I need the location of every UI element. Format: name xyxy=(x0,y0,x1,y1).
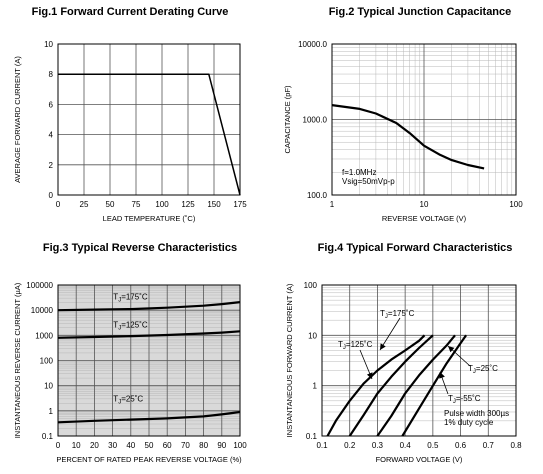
fig2-series-line-0 xyxy=(331,104,485,170)
fig3-x-tick-label: 100 xyxy=(233,441,247,450)
fig3-x-tick-label: 40 xyxy=(126,441,135,450)
fig2-y-tick-label: 10000.0 xyxy=(298,40,327,49)
fig3-series-line-2 xyxy=(57,410,241,424)
fig4-series-label: TJ=25˚C xyxy=(468,364,498,375)
fig2-x-axis-label: REVERSE VOLTAGE (V) xyxy=(382,214,467,223)
fig4-annotation: Pulse width 300µs xyxy=(444,409,509,418)
fig4-x-tick-label: 0.4 xyxy=(400,441,412,450)
fig3-x-axis-label: PERCENT OF RATED PEAK REVERSE VOLTAGE (%… xyxy=(56,455,242,464)
fig3-series-line-0 xyxy=(57,301,241,312)
fig2-grid xyxy=(331,43,517,196)
fig4-x-tick-label: 0.3 xyxy=(372,441,384,450)
fig2-plot-frame xyxy=(331,43,517,196)
fig4-series-arrow xyxy=(439,371,449,395)
fig3-y-tick-label: 100000 xyxy=(26,281,53,290)
fig2-annotation: Vsig=50mVp-p xyxy=(342,177,395,186)
fig1-x-tick-label: 75 xyxy=(132,200,141,209)
fig4-y-axis-label: INSTANTANEOUS FORWARD CURRENT (A) xyxy=(285,283,294,437)
fig3-title: Fig.3 Typical Reverse Characteristics xyxy=(42,242,238,254)
fig4-annotation: 1% duty cycle xyxy=(444,418,494,427)
fig4-x-tick-label: 0.6 xyxy=(455,441,467,450)
fig3-x-tick-label: 10 xyxy=(72,441,81,450)
fig4-series-arrow xyxy=(359,349,373,380)
fig3-x-tick-label: 60 xyxy=(163,441,172,450)
fig2-annotation: f=1.0MHz xyxy=(342,168,376,177)
fig3-y-axis-label: INSTANTANEOUS REVERSE CURRENT (µA) xyxy=(13,282,22,438)
fig4-series-arrow-head xyxy=(448,346,455,353)
fig3-y-tick-label: 1 xyxy=(49,407,54,416)
fig1-x-tick-label: 150 xyxy=(207,200,221,209)
fig4-series-label: TJ=125˚C xyxy=(338,340,373,351)
fig4-x-tick-label: 0.5 xyxy=(427,441,439,450)
fig1-y-tick-label: 8 xyxy=(49,70,54,79)
fig3-x-tick-label: 20 xyxy=(90,441,99,450)
fig4-y-tick-label: 1 xyxy=(313,382,318,391)
fig1-title: Fig.1 Forward Current Derating Curve xyxy=(31,6,229,18)
fig4-series-line-1 xyxy=(348,334,434,437)
fig3-y-tick-label: 1000 xyxy=(35,331,53,340)
fig4-y-tick-label: 10 xyxy=(308,331,317,340)
fig4-y-tick-label: 100 xyxy=(304,281,318,290)
fig4-series-arrow-head xyxy=(439,372,445,379)
fig4-series-line-0 xyxy=(326,334,426,437)
fig4-series-arrow xyxy=(379,317,401,351)
fig4-x-tick-label: 0.7 xyxy=(483,441,495,450)
fig4-series-line-2 xyxy=(376,334,456,437)
fig3-x-tick-label: 50 xyxy=(145,441,154,450)
fig4-series-arrow xyxy=(447,345,471,367)
fig3-plot-frame xyxy=(57,284,241,437)
fig2-y-tick-label: 100.0 xyxy=(307,191,328,200)
fig1-y-axis-label: AVERAGE FORWARD CURRENT (A) xyxy=(13,56,22,183)
fig3-series-label: TJ=125˚C xyxy=(113,321,148,332)
fig4-series-label: TJ=-55˚C xyxy=(448,394,481,405)
fig4-x-tick-label: 0.8 xyxy=(510,441,522,450)
fig3-x-tick-label: 30 xyxy=(108,441,117,450)
fig1-y-tick-label: 10 xyxy=(44,40,53,49)
fig3-y-tick-label: 100 xyxy=(40,357,54,366)
fig3-series-line-1 xyxy=(57,330,241,339)
fig4-x-axis-label: FORWARD VOLTAGE (V) xyxy=(376,455,463,464)
fig1-x-tick-label: 100 xyxy=(155,200,169,209)
fig1-plot-frame xyxy=(57,43,241,196)
fig1-y-tick-label: 2 xyxy=(49,161,54,170)
fig1-y-tick-label: 4 xyxy=(49,131,54,140)
fig4-series-arrow-head xyxy=(380,343,386,350)
fig4-series-arrow-shaft xyxy=(379,317,401,351)
fig3-x-tick-label: 0 xyxy=(56,441,61,450)
fig4-title: Fig.4 Typical Forward Characteristics xyxy=(317,242,513,254)
fig3-y-tick-label: 10000 xyxy=(31,306,54,315)
fig1-x-tick-label: 175 xyxy=(233,200,247,209)
fig2-y-tick-label: 1000.0 xyxy=(303,116,328,125)
fig3-x-tick-label: 90 xyxy=(217,441,226,450)
fig1-y-tick-label: 0 xyxy=(49,191,54,200)
fig2-x-tick-label: 1 xyxy=(330,200,335,209)
fig1-x-tick-label: 125 xyxy=(181,200,195,209)
fig1-grid xyxy=(57,43,241,196)
fig3-x-tick-label: 70 xyxy=(181,441,190,450)
fig4-x-tick-label: 0.2 xyxy=(344,441,356,450)
fig1-x-tick-label: 25 xyxy=(80,200,89,209)
fig2-x-tick-label: 100 xyxy=(509,200,523,209)
fig3-x-tick-label: 80 xyxy=(199,441,208,450)
fig1-x-tick-label: 50 xyxy=(106,200,115,209)
fig3-y-tick-label: 10 xyxy=(44,382,53,391)
fig2-title: Fig.2 Typical Junction Capacitance xyxy=(328,6,512,18)
fig3-y-tick-label: 0.1 xyxy=(42,432,54,441)
fig4-series-arrow-head xyxy=(366,372,373,379)
fig2-y-axis-label: CAPACITANCE (pF) xyxy=(283,85,292,154)
fig1-series-line-0 xyxy=(58,73,241,196)
fig1-x-axis-label: LEAD TEMPERATURE (˚C) xyxy=(103,214,196,223)
fig4-y-tick-label: 0.1 xyxy=(306,432,318,441)
fig4-x-tick-label: 0.1 xyxy=(316,441,328,450)
fig3-series-label: TJ=175˚C xyxy=(113,293,148,304)
fig2-x-tick-label: 10 xyxy=(420,200,429,209)
fig4-plot-frame xyxy=(321,284,517,437)
fig4-series-label: TJ=175˚C xyxy=(380,309,415,320)
fig1-y-tick-label: 6 xyxy=(49,100,54,109)
fig1-x-tick-label: 0 xyxy=(56,200,61,209)
fig3-series-label: TJ=25˚C xyxy=(113,394,143,405)
